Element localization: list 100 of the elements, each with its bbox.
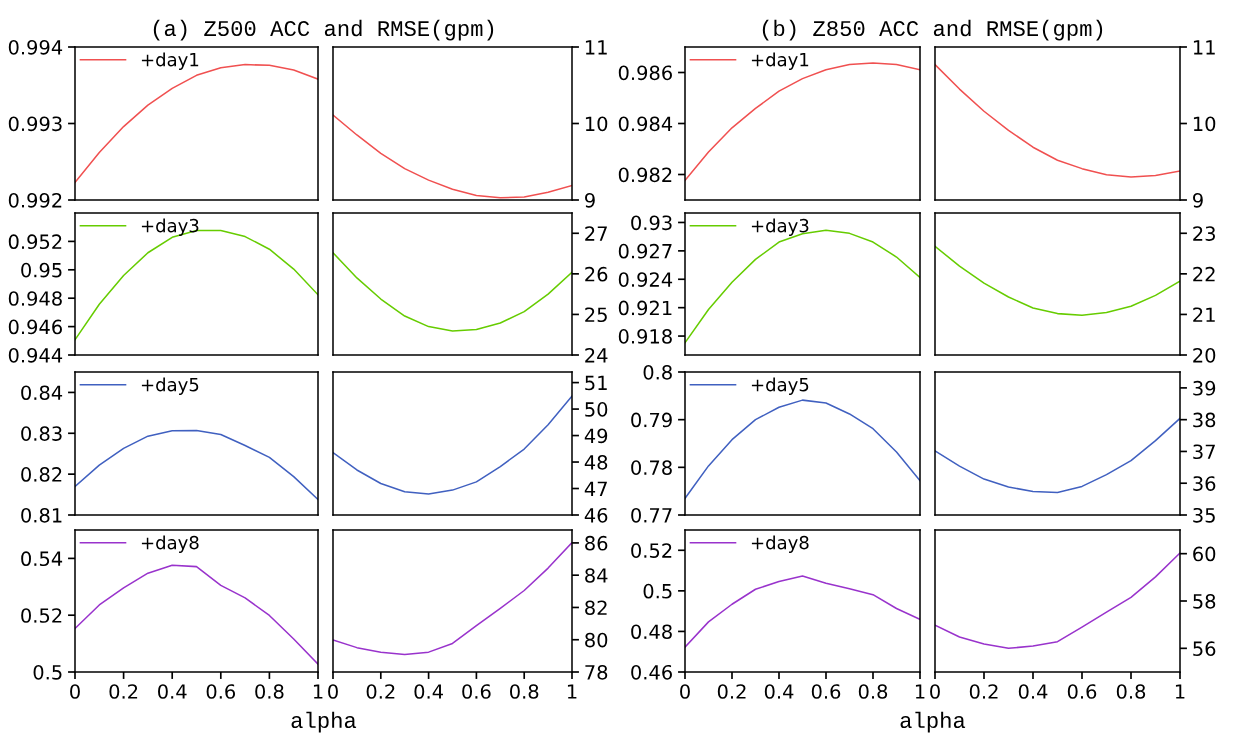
x-tick-label: 0.8 xyxy=(1116,684,1146,699)
y-tick-label: 0.5 xyxy=(33,664,62,680)
y2-tick-label: 11 xyxy=(1193,40,1215,55)
x-tick-label: 0.4 xyxy=(158,684,187,699)
y-tick-label: 0.952 xyxy=(8,234,62,250)
y2-tick-label: 80 xyxy=(585,632,608,648)
y2-tick-label: 21 xyxy=(1193,307,1215,322)
y-tick-label: 0.83 xyxy=(21,426,62,441)
y-tick-label: 0.48 xyxy=(631,624,672,640)
y2-tick-label: 27 xyxy=(585,226,607,241)
y-tick-label: 0.944 xyxy=(8,347,63,363)
y-tick-label: 0.82 xyxy=(21,467,62,482)
x-tick-label: 0.4 xyxy=(414,684,443,699)
y-tick-label: 0.52 xyxy=(631,543,672,558)
y-tick-label: 0.946 xyxy=(8,319,62,335)
line-series xyxy=(935,552,1180,650)
y2-tick-label: 36 xyxy=(1193,476,1216,491)
x-tick-label: 1 xyxy=(567,684,577,699)
x-tick-label: 0.2 xyxy=(109,684,138,699)
y-tick-label: 0.948 xyxy=(8,291,62,306)
y-tick-label: 0.927 xyxy=(618,243,672,259)
x-tick-label: 0 xyxy=(70,684,80,699)
y-tick-label: 0.8 xyxy=(643,364,672,380)
x-tick-label: 0.4 xyxy=(1018,684,1048,699)
y2-tick-label: 23 xyxy=(1193,226,1215,241)
y2-tick-label: 35 xyxy=(1193,507,1215,523)
y2-tick-label: 20 xyxy=(1193,347,1216,363)
y2-tick-label: 26 xyxy=(585,266,608,282)
y2-tick-label: 82 xyxy=(585,600,607,616)
y2-tick-label: 47 xyxy=(584,481,607,496)
legend-label: +day3 xyxy=(141,218,199,236)
legend-label: +day5 xyxy=(751,377,809,395)
y-tick-label: 0.81 xyxy=(21,507,62,523)
x-tick-label: 0.2 xyxy=(366,684,395,699)
y-tick-label: 0.992 xyxy=(8,192,62,208)
chart-title: (a) Z500 ACC and RMSE(gpm) xyxy=(153,19,494,41)
y-tick-label: 0.52 xyxy=(21,608,62,623)
y-tick-label: 0.79 xyxy=(631,412,672,428)
y2-tick-label: 25 xyxy=(585,307,607,323)
line-series xyxy=(75,429,318,501)
y2-tick-label: 22 xyxy=(1193,266,1215,282)
legend-label: +day5 xyxy=(141,377,199,395)
y-tick-label: 0.918 xyxy=(618,329,672,344)
y-tick-label: 0.93 xyxy=(631,215,672,231)
y-tick-label: 0.924 xyxy=(618,272,673,287)
y2-tick-label: 37 xyxy=(1193,444,1215,460)
legend-label: +day8 xyxy=(141,535,199,553)
y2-tick-label: 10 xyxy=(1193,116,1216,132)
x-tick-label: 0.8 xyxy=(510,684,539,699)
x-tick-label: 0.6 xyxy=(462,684,491,699)
x-axis-title: alpha xyxy=(900,711,966,733)
line-series xyxy=(935,63,1180,178)
y-tick-label: 0.993 xyxy=(8,116,62,132)
x-tick-label: 0.6 xyxy=(206,684,236,699)
line-series xyxy=(333,541,572,656)
y2-tick-label: 86 xyxy=(585,535,608,551)
y2-tick-label: 9 xyxy=(585,192,595,208)
y-tick-label: 0.982 xyxy=(618,167,672,183)
legend-label: +day8 xyxy=(751,535,809,553)
y2-tick-label: 11 xyxy=(585,40,607,55)
line-series xyxy=(333,251,572,332)
y2-tick-label: 46 xyxy=(584,507,608,523)
y2-tick-label: 38 xyxy=(1193,412,1216,428)
y-tick-label: 0.5 xyxy=(643,583,672,599)
legend-label: +day1 xyxy=(751,52,809,70)
y2-tick-label: 9 xyxy=(1193,192,1203,208)
y2-tick-label: 49 xyxy=(584,428,608,444)
x-tick-label: 0.8 xyxy=(858,684,888,699)
y-tick-label: 0.84 xyxy=(21,385,63,401)
line-series xyxy=(685,399,920,500)
line-series xyxy=(685,575,920,648)
line-series xyxy=(935,245,1180,317)
line-series xyxy=(75,564,318,665)
y-tick-label: 0.986 xyxy=(618,65,672,81)
y2-tick-label: 10 xyxy=(585,116,608,132)
line-series xyxy=(333,395,572,495)
y-tick-label: 0.994 xyxy=(8,39,63,55)
y2-tick-label: 78 xyxy=(585,664,608,680)
x-tick-label: 0 xyxy=(680,684,690,699)
y2-tick-label: 51 xyxy=(585,375,607,391)
x-tick-label: 0 xyxy=(930,684,940,699)
x-tick-label: 0.6 xyxy=(1067,684,1097,699)
y-tick-label: 0.78 xyxy=(631,460,672,475)
x-tick-label: 1 xyxy=(1175,684,1185,699)
x-tick-label: 1 xyxy=(915,684,925,699)
x-axis-title: alpha xyxy=(291,711,357,733)
x-tick-label: 0.2 xyxy=(717,684,746,699)
chart-title: (b) Z850 ACC and RMSE(gpm) xyxy=(762,19,1103,41)
x-tick-label: 0 xyxy=(328,684,338,699)
y2-tick-label: 48 xyxy=(584,454,608,470)
y2-tick-label: 58 xyxy=(1193,593,1216,609)
x-tick-label: 1 xyxy=(313,684,323,699)
y-tick-label: 0.95 xyxy=(21,262,62,278)
y2-tick-label: 24 xyxy=(585,347,608,363)
x-tick-label: 0.6 xyxy=(811,684,841,699)
y2-tick-label: 84 xyxy=(585,568,608,583)
legend-label: +day3 xyxy=(751,218,809,236)
y2-tick-label: 50 xyxy=(585,402,608,417)
legend-label: +day1 xyxy=(141,52,199,70)
y-tick-label: 0.77 xyxy=(631,507,672,523)
